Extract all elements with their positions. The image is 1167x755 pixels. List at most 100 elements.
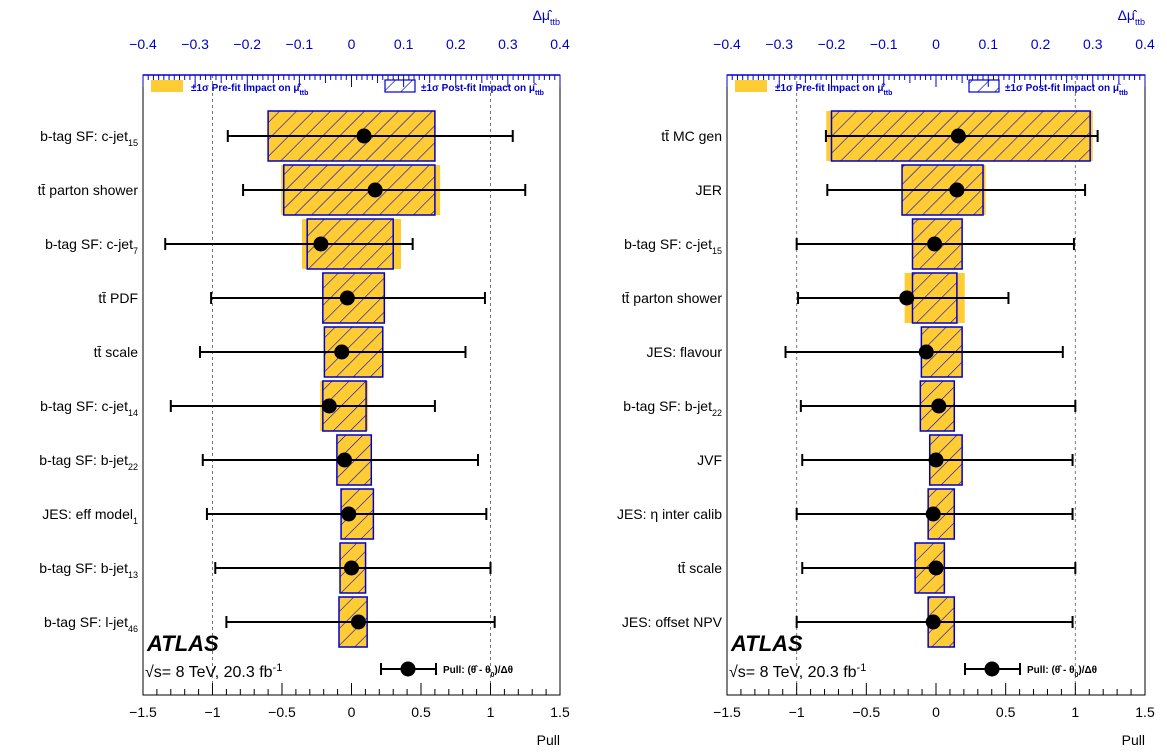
row-label: b-tag SF: b-jet13 xyxy=(39,560,138,580)
x-tick-label: 1.5 xyxy=(550,704,570,720)
pull-point xyxy=(927,236,943,252)
nuisance-row: b-tag SF: c-jet15 xyxy=(40,110,514,162)
postfit-legend-label: ±1σ Post-fit Impact on μ̂ttb xyxy=(1005,83,1128,97)
x-tick-label: −0.5 xyxy=(268,704,296,720)
row-label: b-tag SF: b-jet22 xyxy=(39,452,138,472)
nuisance-row: b-tag SF: c-jet14 xyxy=(40,380,436,432)
impact-legend: ±1σ Pre-fit Impact on μ̂ttb ±1σ Post-fit … xyxy=(151,79,544,97)
prefit-legend-swatch xyxy=(151,80,183,92)
pull-point xyxy=(928,452,944,468)
x2-tick-label: −0.4 xyxy=(713,36,741,52)
x-tick-label: 0.5 xyxy=(996,704,1016,720)
postfit-legend-swatch xyxy=(384,79,416,93)
pull-point xyxy=(321,398,337,414)
impact-legend: ±1σ Pre-fit Impact on μ̂ttb ±1σ Post-fit … xyxy=(735,79,1128,97)
energy-lumi-label: √s= 8 TeV, 20.3 fb-1 xyxy=(145,662,282,681)
x-tick-label: −0.5 xyxy=(853,704,881,720)
row-label: b-tag SF: b-jet22 xyxy=(623,398,722,418)
x2-axis-title: Δμ̂ttb xyxy=(1118,7,1145,27)
pull-point xyxy=(356,128,372,144)
atlas-label: ATLAS xyxy=(730,631,803,656)
pull-point xyxy=(337,452,353,468)
nuisance-row: b-tag SF: c-jet15 xyxy=(624,218,1075,270)
row-label: tt̄ PDF xyxy=(98,290,138,306)
x-tick-label: 0.5 xyxy=(411,704,431,720)
x2-tick-label: 0.3 xyxy=(498,36,518,52)
x2-tick-label: −0.2 xyxy=(818,36,846,52)
x-tick-label: −1.5 xyxy=(129,704,157,720)
pull-legend-marker xyxy=(984,661,1000,677)
nuisance-row: JES: eff model1 xyxy=(42,488,488,540)
pull-point xyxy=(313,236,329,252)
pull-point xyxy=(350,614,366,630)
x2-tick-label: 0 xyxy=(932,36,940,52)
row-label: tt̄ MC gen xyxy=(661,128,722,144)
row-label: b-tag SF: c-jet7 xyxy=(45,236,138,256)
x2-tick-label: 0.1 xyxy=(394,36,414,52)
row-label: b-tag SF: l-jet46 xyxy=(44,614,138,634)
x-axis-top: −0.4 −0.3 −0.2 −0.1 0 0.1 0.2 0.3 0.4 xyxy=(129,36,570,87)
x-axis-title: Pull xyxy=(1122,732,1145,748)
pull-point xyxy=(931,398,947,414)
x2-tick-label: −0.1 xyxy=(286,36,314,52)
pull-point xyxy=(334,344,350,360)
x2-tick-label: −0.3 xyxy=(181,36,209,52)
row-label: tt̄ parton shower xyxy=(38,182,139,198)
pull-point xyxy=(918,344,934,360)
nuisance-row: JER xyxy=(696,164,1087,216)
x2-tick-label: −0.1 xyxy=(870,36,898,52)
nuisance-row: JES: η inter calib xyxy=(617,488,1074,540)
x-axis-top: −0.4 −0.3 −0.2 −0.1 0 0.1 0.2 0.3 0.4 xyxy=(713,36,1155,87)
pull-point xyxy=(367,182,383,198)
panel-2: −1.5 −1 −0.5 0 0.5 1 1.5 Pull −0.4 −0.3 −0.2 −0.1 0 0… xyxy=(617,7,1155,748)
row-label: JVF xyxy=(697,452,722,468)
pull-point xyxy=(339,290,355,306)
x2-tick-label: 0.1 xyxy=(979,36,999,52)
pull-point xyxy=(899,290,915,306)
row-label: JES: offset NPV xyxy=(622,614,723,630)
nuisance-row: tt̄ MC gen xyxy=(661,110,1099,162)
nuisance-row: tt̄ scale xyxy=(94,326,467,378)
x2-tick-label: 0.4 xyxy=(1135,36,1155,52)
x-tick-label: −1.5 xyxy=(713,704,741,720)
nuisance-row: tt̄ parton shower xyxy=(38,164,527,216)
row-label: tt̄ parton shower xyxy=(622,290,723,306)
x2-tick-label: 0.2 xyxy=(1031,36,1051,52)
pull-point xyxy=(950,128,966,144)
x-tick-label: 1.5 xyxy=(1135,704,1155,720)
x-tick-label: −1 xyxy=(789,704,805,720)
prefit-legend-label: ±1σ Pre-fit Impact on μ̂ttb xyxy=(191,83,308,97)
pull-point xyxy=(949,182,965,198)
nuisance-row: b-tag SF: l-jet46 xyxy=(44,596,496,648)
row-label: JES: flavour xyxy=(647,344,723,360)
nuisance-row: JES: offset NPV xyxy=(622,596,1074,648)
nuisance-row: b-tag SF: b-jet22 xyxy=(623,380,1077,432)
prefit-legend-label: ±1σ Pre-fit Impact on μ̂ttb xyxy=(775,83,892,97)
x-tick-label: 1 xyxy=(1071,704,1079,720)
pull-point xyxy=(341,506,357,522)
pull-legend: Pull: (θ̂ - θ0)/Δθ xyxy=(380,661,513,679)
row-label: b-tag SF: c-jet15 xyxy=(40,128,138,148)
pull-legend-label: Pull: (θ̂ - θ0)/Δθ xyxy=(1027,665,1097,679)
row-label: b-tag SF: c-jet14 xyxy=(40,398,138,418)
x2-tick-label: −0.4 xyxy=(129,36,157,52)
pull-point xyxy=(925,506,941,522)
x2-tick-label: −0.2 xyxy=(233,36,261,52)
pull-point xyxy=(344,560,359,576)
nuisance-row: b-tag SF: b-jet22 xyxy=(39,434,479,486)
x2-tick-label: −0.3 xyxy=(765,36,793,52)
x-tick-label: 0 xyxy=(932,704,940,720)
postfit-legend-label: ±1σ Post-fit Impact on μ̂ttb xyxy=(421,83,544,97)
row-label: b-tag SF: c-jet15 xyxy=(624,236,722,256)
x2-tick-label: 0.4 xyxy=(550,36,570,52)
nuisance-row: JVF xyxy=(697,434,1074,486)
x2-tick-label: 0.3 xyxy=(1083,36,1103,52)
energy-lumi-label: √s= 8 TeV, 20.3 fb-1 xyxy=(729,662,866,681)
row-label: JES: eff model1 xyxy=(42,506,138,526)
nuisance-row: JES: flavour xyxy=(647,326,1064,378)
pull-point xyxy=(925,614,941,630)
panel-1: −1.5 −1 −0.5 0 0.5 1 1.5 Pull −0.4 −0.3 −0.2 −0.1 0 0… xyxy=(38,7,570,748)
postfit-legend-swatch xyxy=(968,79,1000,93)
